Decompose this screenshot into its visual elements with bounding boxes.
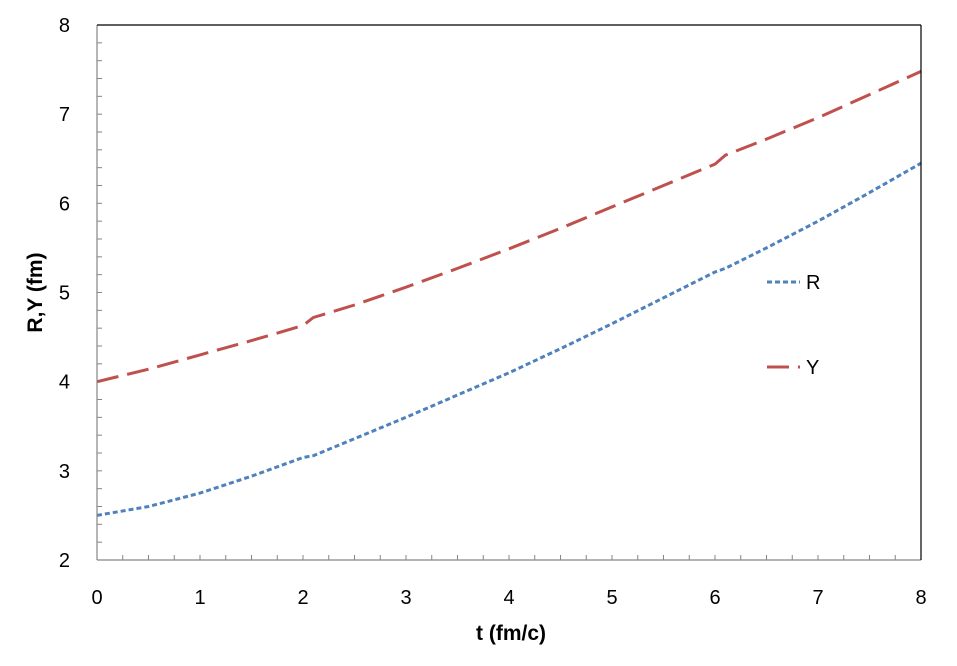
x-tick-labels: 0 1 2 3 4 5 6 7 8: [91, 587, 926, 609]
y-tick-label: 6: [59, 193, 70, 215]
x-tick-label: 6: [709, 587, 720, 609]
y-axis-title: R,Y (fm): [24, 252, 47, 332]
series-layer: [96, 70, 922, 517]
legend-label-Y: Y: [806, 357, 819, 379]
legend: RY: [767, 272, 820, 379]
y-tick-label: 4: [59, 372, 70, 394]
x-tick-label: 2: [297, 587, 308, 609]
series-Y-line: [96, 70, 922, 384]
y-tick-label: 2: [59, 550, 70, 572]
y-tick-label: 3: [59, 461, 70, 483]
x-tick-label: 5: [606, 587, 617, 609]
y-tick-label: 8: [59, 15, 70, 37]
x-tick-label: 4: [503, 587, 514, 609]
x-tick-label: 7: [812, 587, 823, 609]
legend-label-R: R: [806, 272, 820, 294]
series-R-line: [96, 161, 922, 517]
y-tick-label: 7: [59, 104, 70, 126]
y-tick-label: 5: [59, 283, 70, 305]
x-tick-label: 1: [194, 587, 205, 609]
x-tick-label: 8: [915, 587, 926, 609]
x-tick-label: 0: [91, 587, 102, 609]
x-tick-label: 3: [400, 587, 411, 609]
x-axis-title: t (fm/c): [476, 622, 546, 645]
minor-ticks: [96, 24, 922, 561]
y-tick-labels: 2 3 4 5 6 7 8: [59, 15, 70, 572]
